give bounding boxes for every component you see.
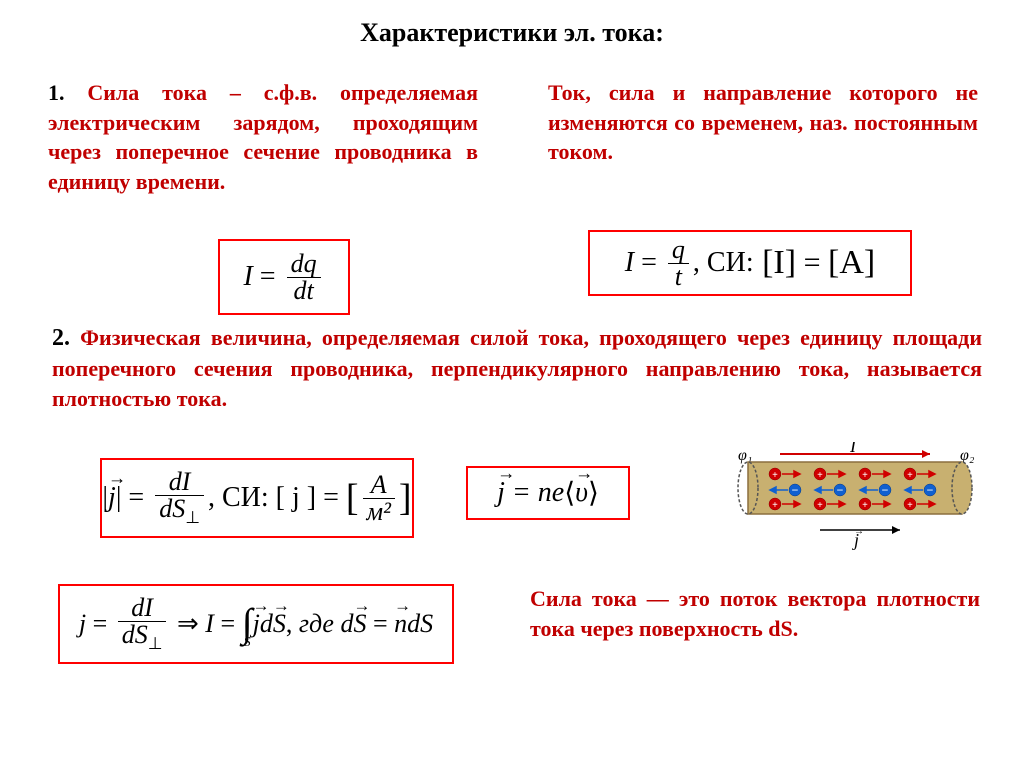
svg-text:−: − bbox=[837, 483, 844, 497]
svg-text:+: + bbox=[862, 470, 868, 481]
item-number: 1. bbox=[48, 80, 65, 105]
formula-flux: j = dI dS⊥ ⇒ I = ∫ S jdS , где dS = ndS bbox=[58, 584, 454, 664]
numerator: q bbox=[668, 237, 689, 263]
numerator: dq bbox=[287, 251, 321, 277]
svg-text:+: + bbox=[772, 470, 778, 481]
formula-j-nev: j = ne⟨υ⟩ bbox=[466, 466, 630, 520]
where: где bbox=[299, 609, 334, 639]
paragraph-1: 1. Сила тока – с.ф.в. определяемая элект… bbox=[48, 78, 478, 197]
lhs: I bbox=[243, 261, 252, 293]
svg-text:+: + bbox=[907, 500, 913, 511]
svg-text:→: → bbox=[854, 526, 864, 537]
denominator: dt bbox=[289, 278, 317, 304]
formula-current-si: I = q t , СИ: [I] = [A] bbox=[588, 230, 912, 296]
j-vector: j bbox=[497, 477, 505, 509]
svg-text:+: + bbox=[772, 500, 778, 511]
v-vector: υ bbox=[575, 477, 588, 509]
numerator: dI bbox=[127, 595, 157, 621]
page-title: Характеристики эл. тока: bbox=[0, 18, 1024, 48]
svg-text:−: − bbox=[792, 483, 799, 497]
paragraph-right: Ток, сила и направление которого не изме… bbox=[548, 78, 978, 167]
numerator: dI bbox=[165, 469, 195, 495]
si-den: м² bbox=[363, 499, 395, 525]
formula-current-density: |j| = dI dS⊥ , СИ: [ j ] = [ A м² ] bbox=[100, 458, 414, 538]
si-lhs: [ j ] bbox=[276, 482, 316, 514]
si-rhs: [A] bbox=[828, 244, 875, 282]
lhs: j bbox=[79, 609, 86, 639]
paragraph-2-text: Физическая величина, определяемая силой … bbox=[52, 325, 982, 411]
conductor-diagram: I φ₁ φ₂ ++++ bbox=[720, 442, 990, 552]
paragraph-2: 2. Физическая величина, определяемая сил… bbox=[52, 322, 982, 414]
formula-current-definition: I = dq dt bbox=[218, 239, 350, 315]
I-label: I bbox=[849, 442, 857, 456]
denominator: t bbox=[671, 264, 686, 290]
svg-text:+: + bbox=[817, 500, 823, 511]
si-label: СИ: bbox=[222, 482, 269, 514]
n: n bbox=[538, 477, 552, 509]
j-vector: j bbox=[108, 482, 116, 514]
si-num: A bbox=[367, 472, 391, 498]
si-label: СИ: bbox=[707, 247, 754, 279]
denominator: dS⊥ bbox=[118, 622, 167, 653]
svg-text:+: + bbox=[907, 470, 913, 481]
lhs: I bbox=[625, 247, 634, 279]
denominator: dS⊥ bbox=[155, 496, 204, 527]
svg-text:+: + bbox=[817, 470, 823, 481]
si-lhs: [I] bbox=[762, 244, 796, 282]
paragraph-bottom: Сила тока — это поток вектора плотности … bbox=[530, 584, 980, 643]
fraction: dq dt bbox=[287, 251, 321, 304]
svg-text:−: − bbox=[927, 483, 934, 497]
equals: = bbox=[253, 261, 283, 293]
I: I bbox=[205, 609, 214, 639]
item-number: 2. bbox=[52, 325, 70, 351]
e: e bbox=[552, 477, 564, 509]
svg-text:+: + bbox=[862, 500, 868, 511]
svg-text:−: − bbox=[882, 483, 889, 497]
paragraph-1-text: Сила тока – с.ф.в. определяемая электрич… bbox=[48, 80, 478, 194]
